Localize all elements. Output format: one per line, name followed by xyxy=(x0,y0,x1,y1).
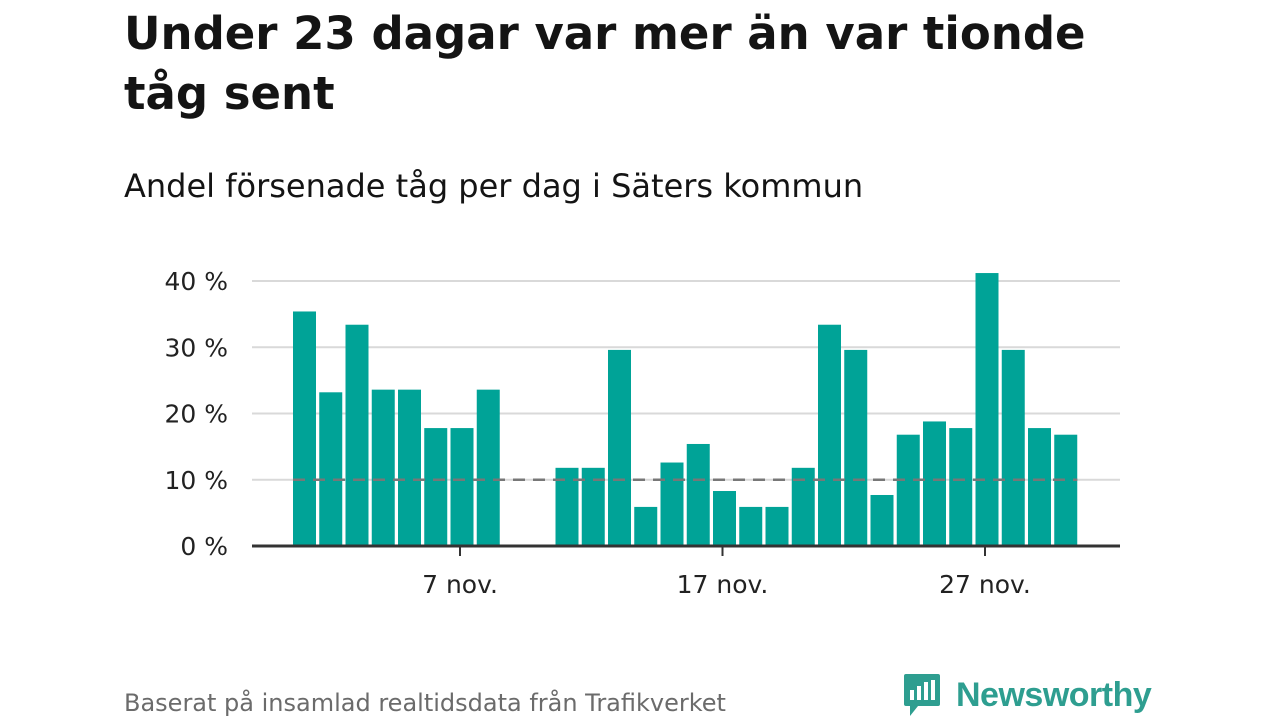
bar xyxy=(686,443,710,546)
bars xyxy=(293,273,1078,546)
source-note: Baserat på insamlad realtidsdata från Tr… xyxy=(124,689,726,717)
bar xyxy=(791,467,815,546)
bar xyxy=(450,428,474,546)
bar xyxy=(765,506,789,546)
bar xyxy=(476,389,500,546)
bar xyxy=(1028,428,1051,546)
bar xyxy=(555,467,579,546)
brand-name: Newsworthy xyxy=(956,675,1152,714)
brand: Newsworthy xyxy=(902,670,1152,720)
bar xyxy=(345,324,369,546)
bar xyxy=(424,428,448,546)
bar xyxy=(371,389,395,546)
bar xyxy=(870,494,894,546)
bar xyxy=(581,467,605,546)
y-axis-ticks: 0 % 10 % 20 % 30 % 40 % xyxy=(164,267,228,561)
bar xyxy=(896,434,920,546)
bar xyxy=(319,392,343,546)
x-tick-label: 7 nov. xyxy=(422,570,498,599)
bar-chart: 0 % 10 % 20 % 30 % 40 % 7 nov. 17 nov. 27 nov. xyxy=(164,267,1120,599)
y-tick-label: 20 % xyxy=(164,400,228,429)
chart-title: Under 23 dagar var mer än var tionde tåg… xyxy=(124,7,1086,120)
bar xyxy=(293,311,316,546)
y-tick-label: 10 % xyxy=(164,466,228,495)
newsworthy-logo-icon xyxy=(904,674,940,716)
bar xyxy=(818,324,841,546)
y-tick-label: 30 % xyxy=(164,333,228,362)
x-tick-label: 17 nov. xyxy=(677,570,769,599)
bar xyxy=(975,273,999,546)
x-axis-ticks: 7 nov. 17 nov. 27 nov. xyxy=(422,546,1031,599)
bar xyxy=(1001,349,1025,546)
bar xyxy=(739,506,763,546)
bar xyxy=(949,428,973,546)
bar xyxy=(398,389,421,546)
y-tick-label: 40 % xyxy=(164,267,228,296)
bar xyxy=(713,491,736,546)
bar xyxy=(844,349,868,546)
bar xyxy=(923,421,946,546)
bar xyxy=(1054,434,1078,546)
bar xyxy=(608,349,631,546)
x-tick-label: 27 nov. xyxy=(939,570,1031,599)
y-tick-label: 0 % xyxy=(180,532,228,561)
bar xyxy=(660,462,684,546)
chart-subtitle: Andel försenade tåg per dag i Säters kom… xyxy=(124,167,864,205)
bar xyxy=(634,506,658,546)
